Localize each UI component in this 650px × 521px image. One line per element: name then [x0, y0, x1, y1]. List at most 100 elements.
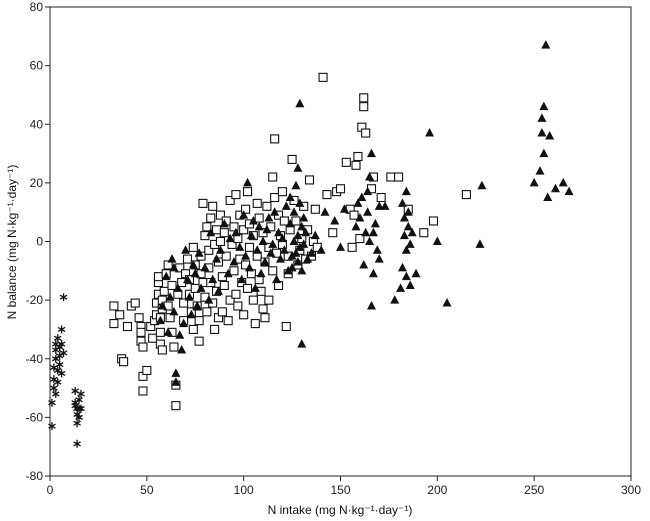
data-point-square	[386, 172, 396, 182]
data-point-square	[215, 210, 225, 220]
data-point-triangle	[169, 306, 179, 316]
data-point-triangle	[169, 262, 179, 272]
x-tick-label: 0	[47, 483, 54, 497]
data-point-square	[304, 175, 315, 185]
data-point-triangle	[293, 257, 303, 266]
data-point-triangle	[285, 218, 295, 228]
data-point-asterisk	[73, 439, 81, 448]
data-point-triangle	[258, 236, 268, 245]
data-point-triangle	[250, 283, 260, 292]
data-point-square	[242, 283, 253, 293]
data-point-triangle	[215, 245, 225, 254]
data-point-square	[359, 93, 369, 103]
data-point-triangle	[246, 230, 256, 240]
y-axis-title: N balance (mg N·kg⁻¹·day⁻¹)	[5, 165, 19, 320]
data-point-square	[134, 313, 144, 323]
y-tick-label: -20	[26, 293, 44, 307]
data-point-square	[219, 228, 229, 238]
data-point-asterisk	[71, 386, 79, 395]
data-point-triangle	[295, 242, 305, 251]
data-point-square	[155, 327, 165, 337]
data-point-triangle	[272, 274, 282, 284]
data-point-square	[198, 198, 208, 208]
data-point-triangle	[539, 101, 549, 111]
data-point-triangle	[299, 239, 309, 248]
data-point-triangle	[239, 210, 249, 219]
data-point-square	[260, 313, 270, 323]
data-point-square	[159, 286, 169, 296]
data-point-square	[215, 236, 225, 247]
data-point-triangle	[252, 245, 262, 254]
data-point-triangle	[181, 245, 191, 254]
marks-layer	[48, 40, 574, 448]
data-point-square	[239, 225, 249, 235]
data-point-triangle	[564, 186, 574, 196]
data-point-triangle	[289, 236, 299, 245]
data-point-triangle	[277, 233, 287, 243]
data-point-square	[153, 272, 164, 282]
data-point-triangle	[213, 286, 223, 295]
data-point-square	[217, 307, 227, 317]
data-point-square	[461, 190, 471, 200]
data-point-triangle	[223, 268, 233, 278]
data-point-triangle	[303, 254, 313, 263]
data-point-triangle	[163, 327, 173, 336]
data-point-square	[361, 128, 371, 138]
data-point-square	[328, 228, 338, 238]
data-point-square	[130, 298, 140, 308]
series-open-square	[109, 72, 471, 411]
data-point-triangle	[397, 198, 407, 207]
data-point-square	[291, 216, 301, 226]
y-tick-label: -60	[26, 410, 44, 424]
data-point-triangle	[537, 128, 547, 137]
data-point-triangle	[558, 177, 568, 187]
data-point-triangle	[175, 330, 185, 339]
data-point-square	[182, 254, 193, 264]
data-point-triangle	[171, 377, 181, 386]
data-point-square	[349, 210, 359, 220]
data-point-triangle	[186, 309, 196, 319]
data-point-triangle	[535, 166, 545, 175]
data-point-triangle	[370, 218, 380, 228]
data-point-asterisk	[57, 369, 66, 378]
data-point-triangle	[320, 207, 330, 216]
data-point-triangle	[266, 248, 276, 257]
data-point-triangle	[550, 183, 560, 193]
data-point-triangle	[405, 239, 415, 248]
data-point-triangle	[285, 192, 295, 202]
data-point-square	[231, 190, 241, 200]
data-point-triangle	[173, 283, 183, 292]
data-point-triangle	[366, 148, 376, 158]
data-point-triangle	[208, 274, 218, 284]
data-point-asterisk	[73, 419, 81, 428]
x-tick-label: 250	[524, 483, 544, 497]
data-point-square	[264, 295, 274, 305]
data-point-triangle	[291, 180, 301, 190]
data-point-square	[229, 266, 239, 276]
y-tick-label: 80	[30, 0, 44, 14]
data-point-square	[142, 365, 152, 376]
data-point-square	[169, 342, 179, 352]
data-point-triangle	[299, 213, 309, 222]
data-point-square	[210, 324, 220, 334]
data-point-triangle	[192, 300, 202, 310]
data-point-triangle	[287, 251, 297, 260]
data-point-triangle	[403, 221, 413, 231]
data-point-triangle	[442, 298, 452, 307]
x-tick-label: 150	[330, 483, 350, 497]
data-point-triangle	[235, 242, 245, 251]
data-point-triangle	[316, 245, 326, 254]
data-point-square	[359, 102, 369, 112]
data-point-square	[355, 234, 365, 244]
data-point-triangle	[177, 344, 187, 354]
data-point-square	[188, 242, 198, 252]
data-point-triangle	[196, 283, 206, 292]
data-point-triangle	[212, 254, 222, 263]
data-point-square	[322, 190, 332, 200]
data-point-square	[115, 310, 125, 320]
data-point-triangle	[401, 245, 411, 254]
data-point-square	[163, 260, 173, 270]
data-point-triangle	[372, 245, 382, 254]
data-point-square	[202, 222, 212, 232]
data-point-square	[250, 319, 260, 329]
